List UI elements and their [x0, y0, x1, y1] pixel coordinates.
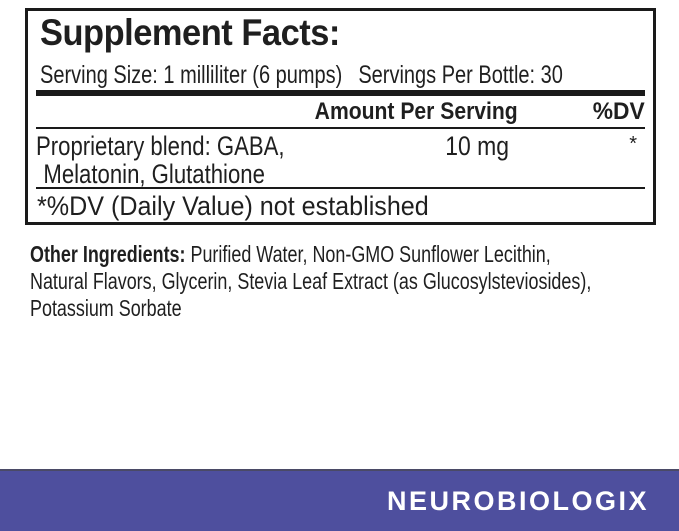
header-amount-cell: Amount Per Serving — [278, 99, 518, 125]
header-amount-label: Amount Per Serving — [314, 98, 518, 125]
serving-size-text: Serving Size: 1 milliliter (6 pumps) — [40, 61, 343, 89]
other-ingredients-line1-text: Purified Water, Non-GMO Sunflower Lecith… — [185, 241, 551, 267]
ingredient-amount: 10 mg — [445, 131, 509, 161]
header-dv-cell: %DV — [518, 99, 645, 125]
servings-per-bottle-text: Servings Per Bottle: 30 — [358, 61, 563, 89]
brand-banner: NEUROBIOLOGIX — [0, 469, 679, 531]
other-ingredients-line3: Potassium Sorbate — [30, 295, 182, 321]
header-dv-label: %DV — [593, 98, 645, 125]
panel-title: Supplement Facts: — [40, 12, 340, 53]
footnote-divider — [36, 187, 645, 189]
thick-divider — [36, 90, 645, 96]
other-ingredients-section: Other Ingredients: Purified Water, Non-G… — [30, 241, 679, 322]
proprietary-blend-row: Proprietary blend: GABA, Melatonin, Glut… — [36, 132, 645, 188]
other-ingredients-label: Other Ingredients: — [30, 241, 186, 267]
other-ingredients-line1: Other Ingredients: Purified Water, Non-G… — [30, 241, 591, 268]
other-ingredients-line2: Natural Flavors, Glycerin, Stevia Leaf E… — [30, 268, 592, 294]
ingredient-amount-cell: 10 mg — [278, 132, 518, 188]
ingredient-name-line2: Melatonin, Glutathione — [43, 159, 265, 189]
ingredient-name-line1: Proprietary blend: GABA, — [36, 131, 285, 161]
brand-name: NEUROBIOLOGIX — [386, 485, 649, 516]
serving-info-line: Serving Size: 1 milliliter (6 pumps) Serv… — [40, 60, 563, 90]
column-header-row: Amount Per Serving %DV — [36, 97, 645, 125]
footnote-text: *%DV (Daily Value) not established — [37, 191, 429, 221]
header-underline-divider — [36, 127, 645, 129]
ingredient-dv-asterisk: * — [629, 133, 637, 155]
ingredient-name: Proprietary blend: GABA, Melatonin, Glut… — [36, 131, 285, 189]
supplement-facts-panel: Supplement Facts: Serving Size: 1 millil… — [25, 8, 656, 225]
